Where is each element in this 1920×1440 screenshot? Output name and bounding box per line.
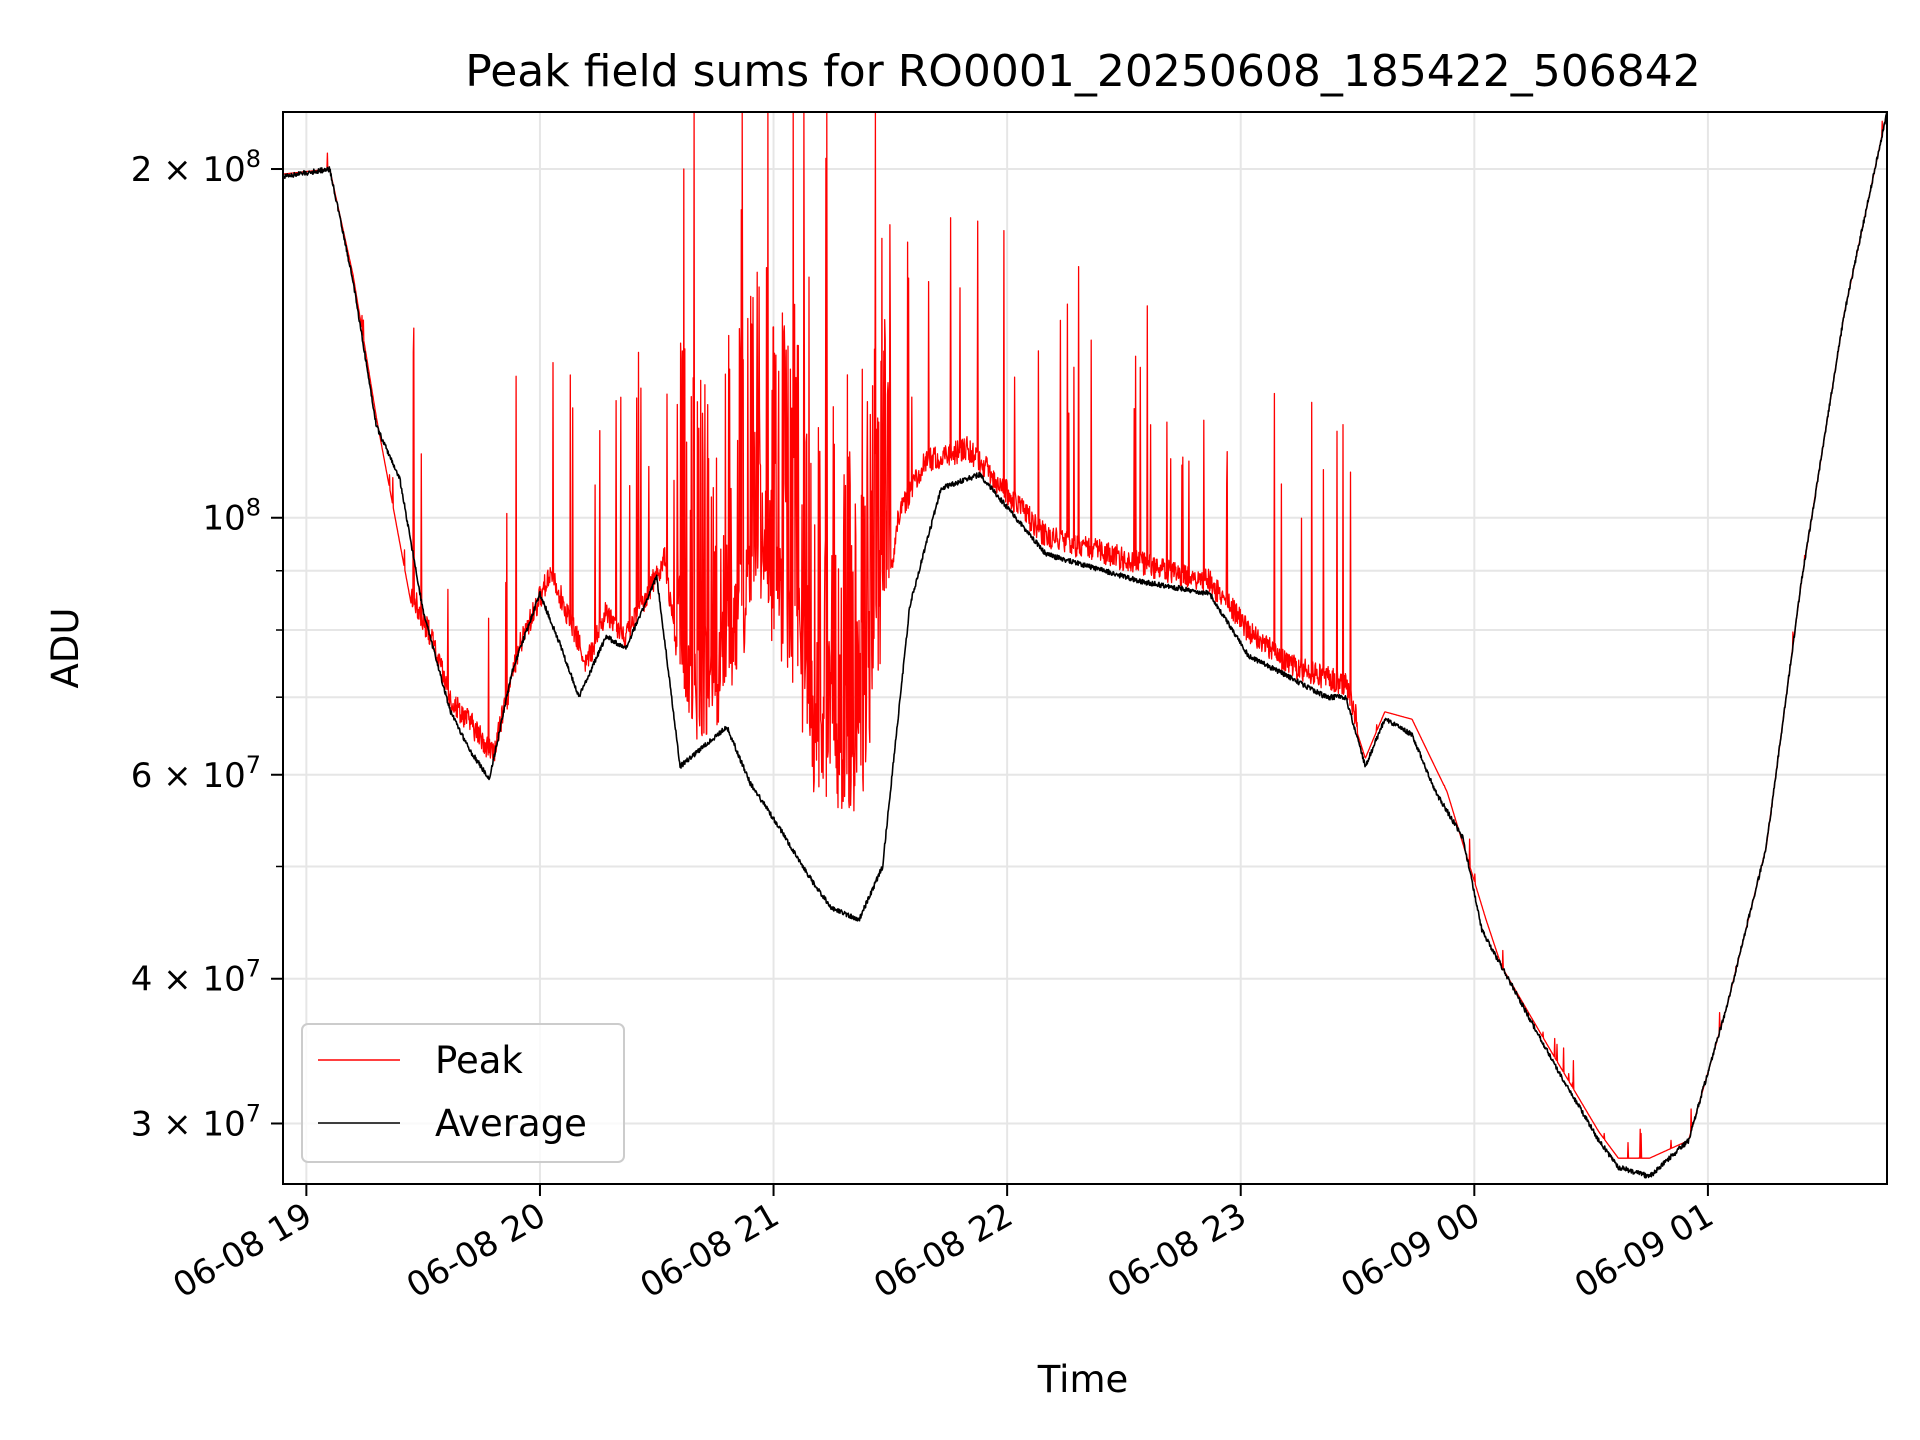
x-axis-label: Time (1037, 1358, 1129, 1401)
plot-frame (282, 111, 1888, 1185)
y-tick-label: 4 × 107 (131, 955, 261, 1000)
y-tick-label: 2 × 108 (131, 145, 261, 190)
y-tick-label: 108 (202, 494, 261, 539)
chart-title: Peak field sums for RO0001_20250608_1854… (465, 46, 1701, 97)
grid (283, 112, 1887, 1184)
series-line-peak (282, 111, 1888, 1159)
y-axis-label: ADU (44, 608, 87, 689)
legend-label-average: Average (435, 1102, 587, 1145)
plot-area (283, 112, 1887, 1184)
y-tick-label: 6 × 107 (131, 751, 261, 796)
y-tick-label: 3 × 107 (131, 1099, 261, 1144)
y-axis: 3 × 107 4 × 107 6 × 107 108 2 × 108 (131, 145, 283, 1144)
legend-label-peak: Peak (435, 1039, 523, 1082)
series-layer (282, 111, 1888, 1179)
legend: Peak Average (301, 1023, 625, 1163)
series-line-average (282, 111, 1888, 1179)
legend-box (301, 1023, 625, 1163)
